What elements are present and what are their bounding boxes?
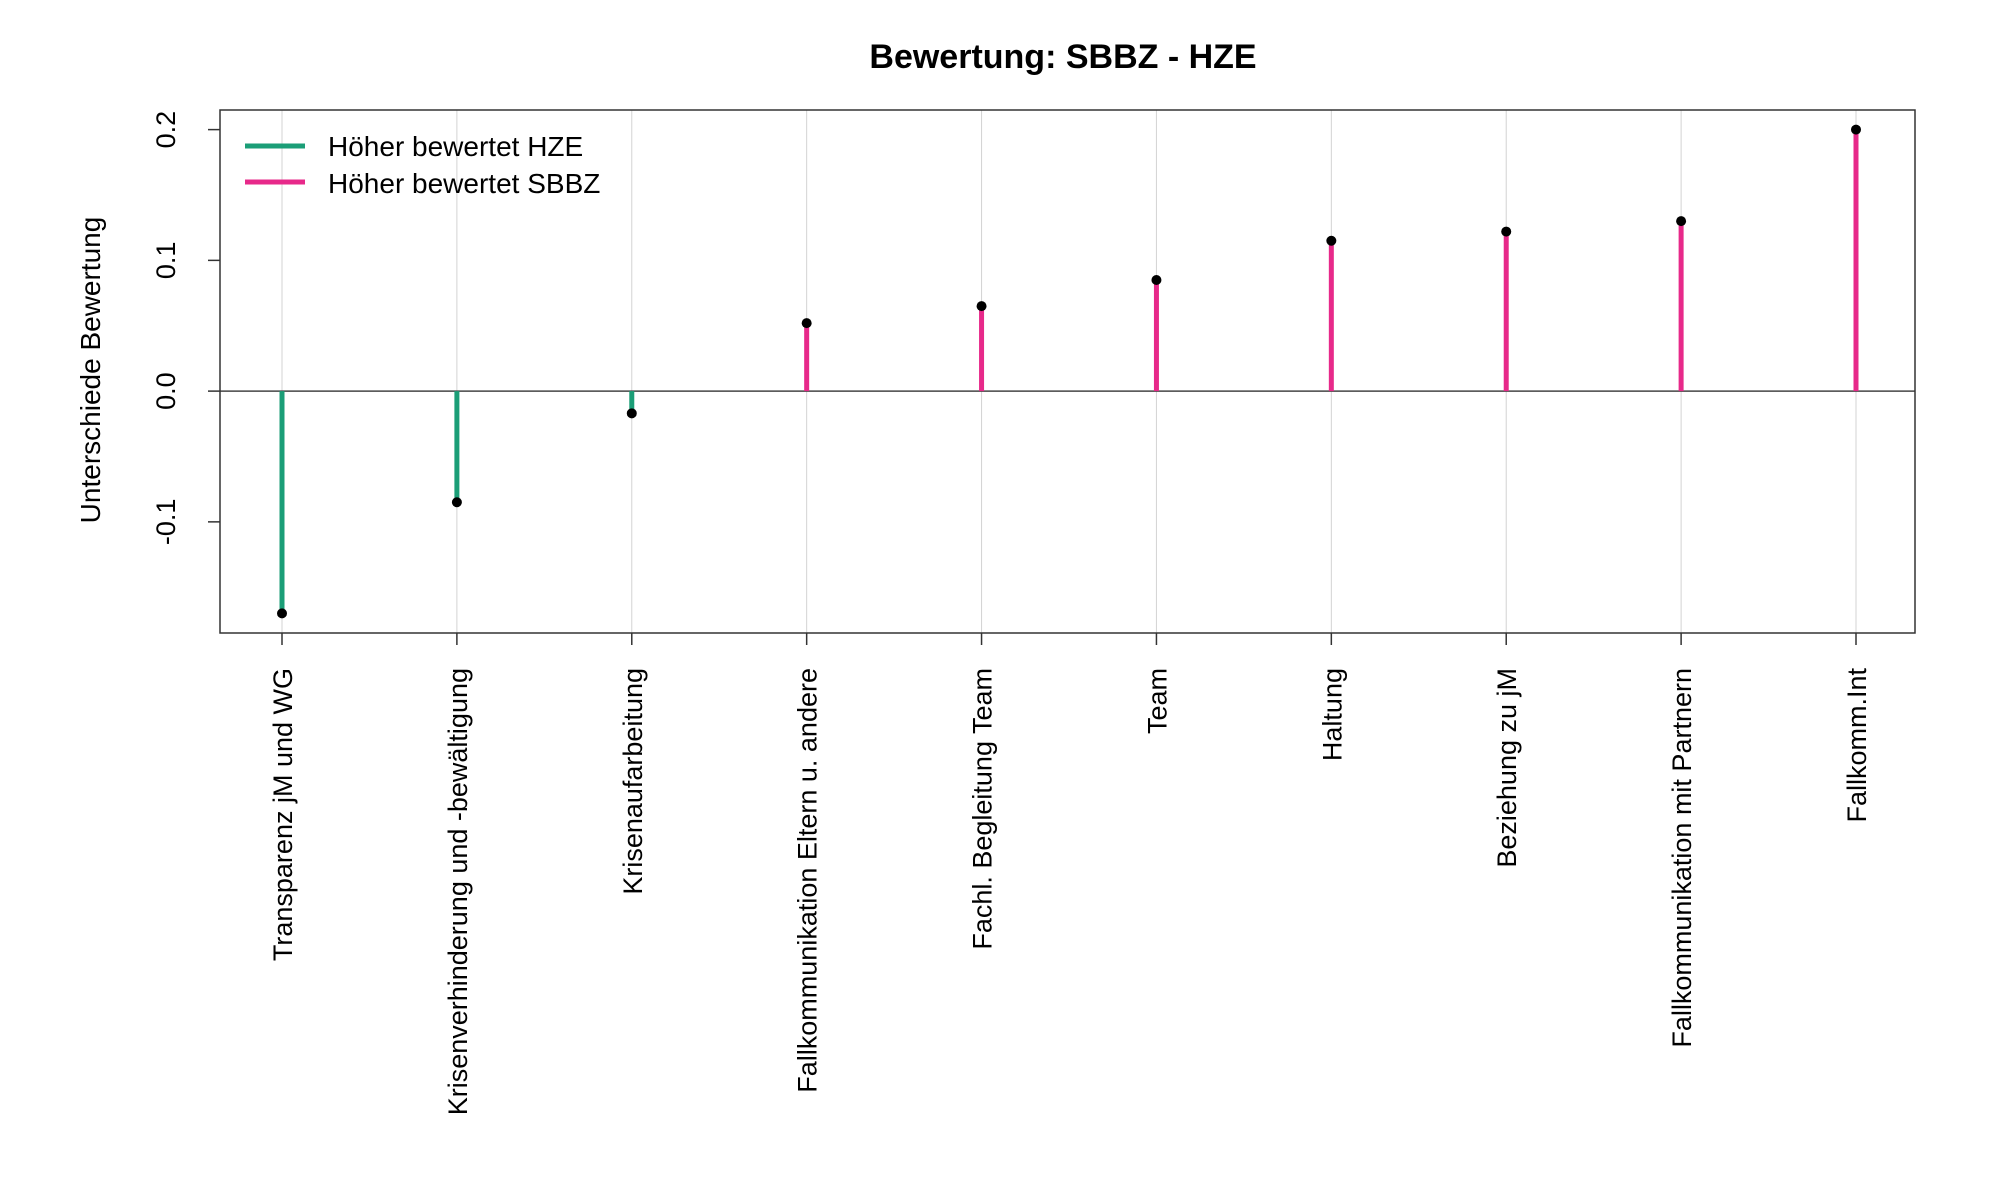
- data-point: [451, 497, 462, 508]
- category-label: Fallkommunikation Eltern u. andere: [793, 668, 823, 1093]
- data-point: [1676, 216, 1687, 227]
- category-label: Transparenz jM und WG: [268, 668, 298, 961]
- legend-label-hze: Höher bewertet HZE: [328, 131, 583, 162]
- y-tick-label: 0.2: [151, 111, 181, 149]
- data-point: [801, 318, 812, 329]
- y-tick-label: 0.1: [151, 242, 181, 280]
- legend-label-sbbz: Höher bewertet SBBZ: [328, 168, 600, 199]
- category-label: Fallkomm.Int: [1842, 668, 1872, 823]
- data-point: [1326, 235, 1337, 246]
- legend: Höher bewertet HZE Höher bewertet SBBZ: [245, 131, 600, 199]
- data-point: [1851, 124, 1861, 135]
- data-point: [1501, 226, 1512, 237]
- category-label: Beziehung zu jM: [1492, 668, 1522, 868]
- category-label: Fallkommunikation mit Partnern: [1667, 668, 1697, 1048]
- category-label: Team: [1142, 668, 1172, 734]
- category-label: Haltung: [1317, 668, 1347, 761]
- chart-title: Bewertung: SBBZ - HZE: [869, 38, 1256, 76]
- data-point: [1151, 274, 1162, 285]
- plot-frame: [219, 109, 1916, 634]
- data-point: [976, 301, 987, 312]
- data-point: [626, 408, 637, 419]
- category-label: Fachl. Begleitung Team: [968, 668, 998, 950]
- data-point: [277, 608, 287, 619]
- y-axis-label: Unterschiede Bewertung: [75, 217, 106, 524]
- y-tick-label: 0.0: [151, 372, 181, 410]
- y-tick-label: -0.1: [151, 499, 181, 546]
- plot-area: -0.1 0.0 0.1 0.2 Transparenz jM und WG Krisen…: [151, 109, 1916, 1115]
- category-label: Krisenverhinderung und -bewältigung: [443, 668, 473, 1115]
- category-label: Krisenaufarbeitung: [618, 668, 648, 895]
